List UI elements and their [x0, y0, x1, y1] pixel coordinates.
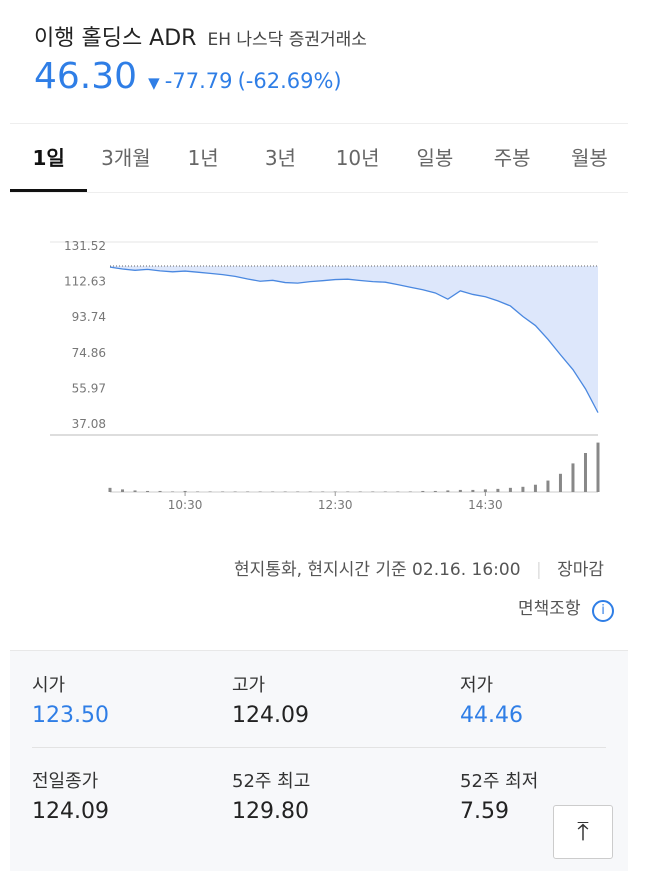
volume-bar	[146, 490, 150, 492]
tab[interactable]: 월봉	[570, 146, 608, 170]
volume-bar	[133, 490, 137, 492]
tab[interactable]: 일봉	[416, 146, 454, 170]
y-tick-label: 74.86	[72, 346, 106, 360]
stat-cell: 저가 44.46	[460, 671, 523, 728]
volume-bar	[258, 491, 262, 492]
volume-bar	[508, 487, 512, 492]
volume-bar	[108, 487, 112, 492]
y-tick-label: 37.08	[72, 417, 106, 431]
volume-bar	[321, 491, 325, 492]
x-tick-label: 12:30	[318, 498, 353, 512]
period-tabs: 1일 3개월 1년 3년 10년 일봉 주봉 월봉	[10, 123, 628, 193]
volume-bar	[171, 491, 175, 492]
y-tick-label: 55.97	[72, 381, 106, 395]
volume-bar	[296, 491, 300, 492]
tab[interactable]: 3개월	[101, 146, 151, 170]
volume-bar	[458, 489, 462, 492]
stat-cell: 52주 최저 7.59	[460, 767, 538, 824]
stat-cell: 전일종가 124.09	[32, 767, 109, 824]
volume-bar	[583, 453, 587, 492]
stat-value: 129.80	[232, 799, 309, 824]
stat-cell: 시가 123.50	[32, 671, 109, 728]
stats-panel: 시가 123.50 고가 124.09 저가 44.46 전일종가 124.09 52주 최고 1…	[10, 650, 628, 871]
price-line	[109, 266, 599, 413]
exchange: EH 나스닥 증권거래소	[207, 30, 367, 50]
stat-value: 124.09	[232, 703, 309, 728]
price: 46.30	[34, 56, 138, 97]
stat-label: 저가	[460, 675, 494, 696]
stat-label: 52주 최고	[232, 771, 311, 792]
stat-value: 7.59	[460, 799, 509, 824]
volume-bar	[158, 490, 162, 492]
scroll-top-button[interactable]: ⤒	[553, 805, 613, 859]
volume-bar	[121, 489, 125, 492]
stat-label: 전일종가	[32, 771, 99, 792]
volume-bar	[233, 491, 237, 492]
volume-bar	[246, 491, 250, 492]
x-tick-label: 14:30	[468, 498, 503, 512]
volume-bar	[571, 463, 575, 492]
tab[interactable]: 주봉	[493, 146, 531, 170]
y-tick-label: 93.74	[72, 310, 106, 324]
stat-cell: 고가 124.09	[232, 671, 309, 728]
stat-label: 시가	[32, 675, 66, 696]
stats-row: 전일종가 124.09 52주 최고 129.80 52주 최저 7.59	[32, 747, 606, 843]
volume-bar	[271, 491, 275, 492]
divider: |	[535, 560, 542, 580]
volume-bar	[396, 491, 400, 492]
change-pct: (-62.69%)	[237, 69, 342, 93]
y-tick-label: 131.52	[64, 239, 106, 253]
volume-bar	[558, 473, 562, 492]
volume-bar	[308, 491, 312, 492]
tab[interactable]: 10년	[335, 146, 380, 170]
area-fill	[110, 266, 598, 413]
volume-bar	[183, 490, 187, 492]
chart: 131.52 112.63 93.74 74.86 55.97 37.08 10:30 12:…	[50, 239, 600, 512]
disclaimer-link[interactable]: 면책조항 i	[518, 594, 614, 622]
status: 장마감	[557, 560, 604, 580]
volume-bar	[546, 480, 550, 492]
volume-bar	[433, 490, 437, 492]
stat-cell: 52주 최고 129.80	[232, 767, 310, 824]
x-tick-label: 10:30	[168, 498, 203, 512]
stock-name: 이행 홀딩스 ADR	[34, 26, 197, 51]
volume-bar	[208, 491, 212, 492]
volume-bar	[383, 491, 387, 492]
stat-label: 52주 최저	[460, 771, 539, 792]
volume-bar	[408, 491, 412, 492]
tab[interactable]: 1일	[10, 124, 88, 192]
volume-bar	[471, 489, 475, 492]
price-line: 46.30 ▼ -77.79 (-62.69%)	[34, 56, 342, 97]
tab[interactable]: 3년	[264, 146, 296, 170]
volume-bar	[196, 491, 200, 492]
down-arrow: ▼	[148, 74, 160, 92]
volume-bar	[521, 486, 525, 492]
volume-bar	[333, 491, 337, 492]
volume-bar	[221, 491, 225, 492]
change: -77.79	[164, 69, 233, 93]
volume-bar	[446, 490, 450, 492]
volume-bar	[371, 491, 375, 492]
volume-bar	[496, 488, 500, 492]
stat-value: 123.50	[32, 703, 109, 728]
disclaimer: 면책조항	[518, 599, 581, 619]
volume-bar	[483, 489, 487, 492]
volume-bar	[283, 491, 287, 492]
stat-value: 44.46	[460, 703, 523, 728]
volume-bar	[533, 484, 537, 492]
volume-bar	[358, 491, 362, 492]
volume-bar	[346, 491, 350, 492]
volume-bar	[596, 442, 600, 492]
basis: 현지통화, 현지시간 기준 02.16. 16:00	[234, 560, 521, 580]
stat-label: 고가	[232, 675, 266, 696]
stats-row: 시가 123.50 고가 124.09 저가 44.46	[32, 651, 606, 748]
y-tick-label: 112.63	[64, 275, 106, 289]
info-icon: i	[592, 600, 614, 622]
tab[interactable]: 1년	[187, 146, 219, 170]
volume-bar	[421, 490, 425, 492]
header-line: 이행 홀딩스 ADR EH 나스닥 증권거래소	[34, 20, 367, 52]
footnote: 현지통화, 현지시간 기준 02.16. 16:00 | 장마감	[234, 555, 604, 580]
stat-value: 124.09	[32, 799, 109, 824]
